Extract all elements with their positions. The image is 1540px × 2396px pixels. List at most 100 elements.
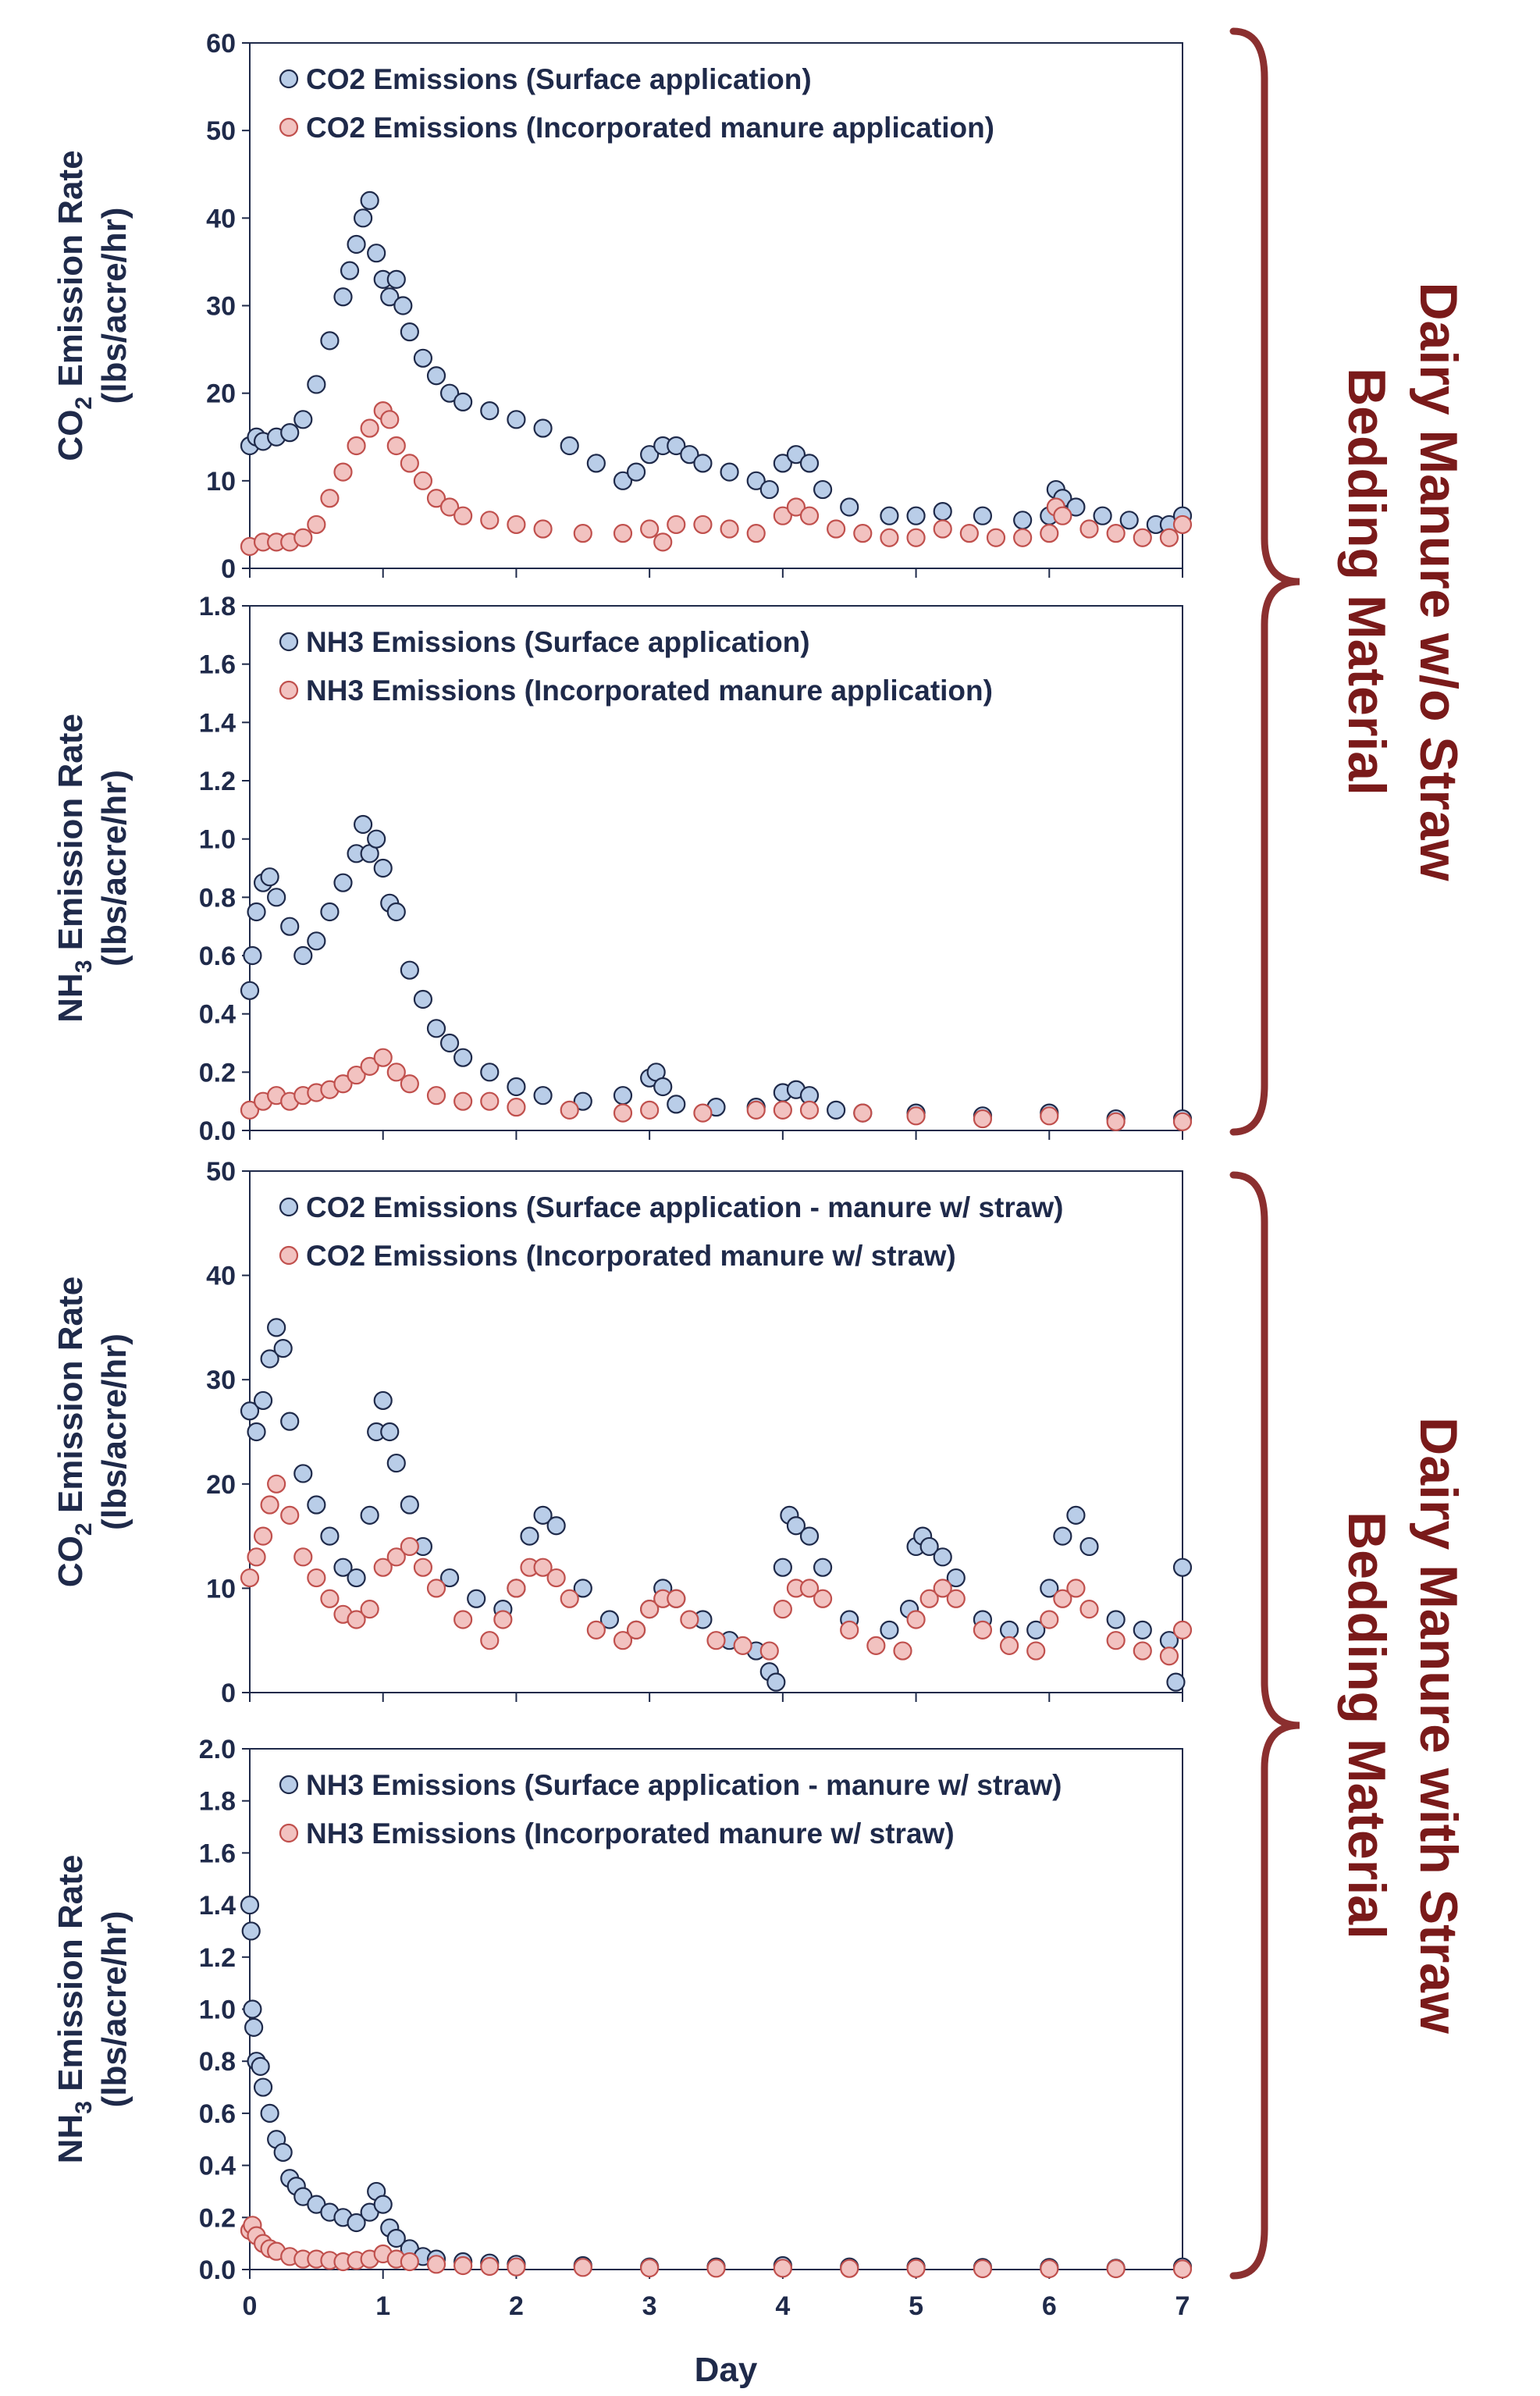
- data-point: [1172, 514, 1193, 535]
- y-axis-label-subscript: 2: [71, 397, 97, 410]
- data-point: [520, 1526, 539, 1546]
- x-tick-label: 1: [375, 2291, 390, 2321]
- group-label: Dairy Manure w/o StrawBedding Material: [1337, 282, 1468, 881]
- data-point: [373, 2195, 393, 2214]
- data-point: [1106, 2259, 1126, 2279]
- data-point: [280, 917, 300, 936]
- data-point: [880, 528, 899, 547]
- y-axis-label-subscript: 3: [71, 960, 97, 974]
- y-axis-label-chem: NH: [52, 2114, 90, 2164]
- data-point: [586, 454, 606, 473]
- data-point: [999, 1636, 1019, 1655]
- legend-entry: NH3 Emissions (Incorporated manure appli…: [306, 675, 993, 707]
- y-tick-label: 1.4: [199, 708, 236, 738]
- data-point: [426, 1019, 446, 1038]
- data-point: [400, 1495, 419, 1515]
- data-point: [759, 479, 779, 500]
- data-point: [373, 858, 393, 878]
- y-tick-label: 0.8: [199, 883, 236, 913]
- data-point: [533, 1505, 553, 1525]
- data-point: [426, 366, 446, 386]
- data-point: [893, 1641, 912, 1661]
- data-point: [560, 436, 579, 456]
- data-point: [333, 1074, 353, 1094]
- data-point: [293, 1547, 313, 1567]
- data-point: [613, 1631, 633, 1650]
- y-axis-label-units: (lbs/acre/hr): [95, 208, 133, 404]
- data-point: [393, 296, 413, 315]
- data-point: [267, 1318, 286, 1337]
- data-point: [973, 2259, 993, 2279]
- data-point: [386, 1547, 406, 1567]
- series-incorporated: [240, 1474, 1193, 1666]
- data-point: [1040, 1579, 1059, 1598]
- data-point: [573, 524, 592, 543]
- data-point: [973, 1620, 993, 1639]
- data-point: [746, 1100, 766, 1120]
- panel-3: 0 10 20 30 40 50 CO2 Emission Rate (lbs/acre/hr…: [52, 1157, 1193, 1708]
- data-point: [853, 524, 873, 543]
- data-point: [946, 1568, 966, 1588]
- data-point: [599, 1610, 620, 1629]
- data-point: [693, 1103, 713, 1123]
- legend: CO2 Emissions (Surface application - man…: [279, 1191, 1063, 1272]
- data-point: [959, 524, 979, 543]
- data-point: [413, 348, 433, 368]
- data-point: [260, 867, 279, 887]
- data-point: [640, 1600, 660, 1619]
- data-point: [680, 1610, 699, 1629]
- data-point: [1053, 1589, 1072, 1608]
- data-point: [426, 1086, 446, 1105]
- data-point: [426, 2255, 446, 2274]
- data-point: [400, 1536, 419, 1557]
- y-axis-label-rest: Emission Rate: [52, 1855, 90, 2101]
- group-label: Dairy Manure with StrawBedding Material: [1337, 1417, 1468, 2035]
- y-axis-label-units: (lbs/acre/hr): [95, 1333, 133, 1530]
- data-point: [413, 1558, 433, 1577]
- legend-entry: CO2 Emissions (Surface application - man…: [306, 1191, 1063, 1223]
- data-point: [573, 1579, 592, 1598]
- data-point: [813, 1589, 833, 1608]
- x-tick-label: 2: [509, 2291, 524, 2321]
- data-point: [1106, 524, 1126, 543]
- data-point: [360, 1600, 379, 1619]
- data-point: [546, 1568, 566, 1588]
- data-point: [626, 462, 646, 482]
- panel-4: 0.0 0.2 0.4 0.6 0.8 1.0 1.2 1.4 1.6 1.8 2.0 0 1 2 3 4 5 6…: [52, 1735, 1193, 2321]
- y-tick-label: 0.0: [199, 2255, 236, 2285]
- data-point: [380, 287, 400, 307]
- data-point: [360, 1505, 379, 1525]
- data-point: [400, 960, 419, 980]
- data-point: [260, 1349, 279, 1369]
- data-point: [347, 2213, 366, 2233]
- legend-entry: NH3 Emissions (Incorporated manure w/ st…: [306, 1817, 955, 1850]
- data-point: [560, 1100, 579, 1120]
- data-point: [241, 1921, 261, 1941]
- data-point: [354, 208, 373, 228]
- data-point: [386, 436, 406, 456]
- y-tick-label: 0.6: [199, 2099, 236, 2129]
- y-tick-label: 20: [206, 379, 236, 409]
- data-point: [1106, 1112, 1126, 1131]
- data-point: [1159, 528, 1179, 547]
- data-point: [247, 902, 266, 922]
- data-point: [240, 1896, 260, 1915]
- x-tick-label: 5: [909, 2291, 923, 2321]
- data-point: [280, 423, 300, 443]
- data-point: [320, 489, 340, 508]
- y-tick-label: 2.0: [199, 1735, 236, 1764]
- x-tick-label: 7: [1175, 2291, 1190, 2321]
- data-point: [773, 454, 792, 473]
- data-point: [827, 1100, 846, 1120]
- y-tick-label: 10: [206, 467, 236, 497]
- legend: NH3 Emissions (Surface application) NH3 E…: [279, 626, 993, 707]
- data-point: [973, 506, 993, 525]
- series-surface: [240, 190, 1193, 535]
- data-point: [354, 814, 373, 835]
- data-point: [667, 1589, 686, 1608]
- data-point: [1166, 1672, 1186, 1692]
- legend-marker: [279, 1245, 299, 1266]
- data-point: [573, 2258, 592, 2277]
- group-brackets: Dairy Manure w/o StrawBedding Material Da…: [1229, 27, 1468, 2280]
- y-tick-label: 40: [206, 1262, 236, 1291]
